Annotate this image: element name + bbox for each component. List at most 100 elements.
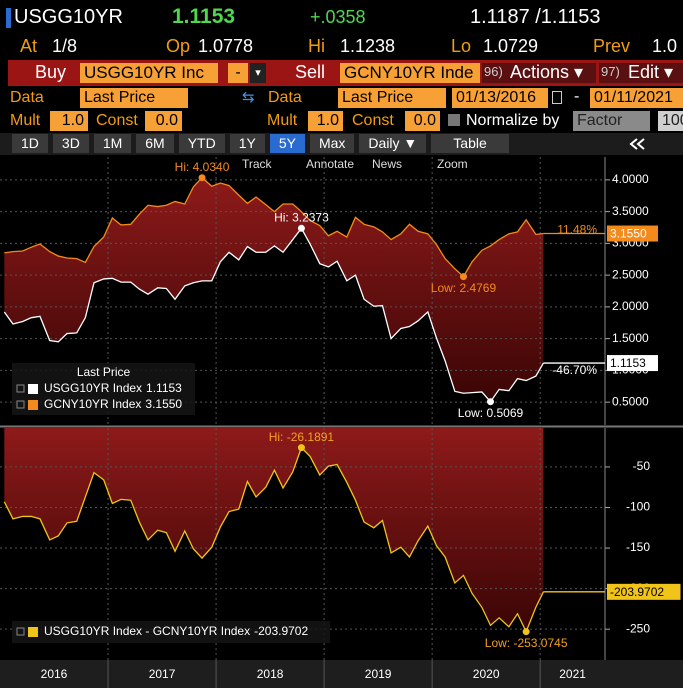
collapse-icon[interactable] (628, 137, 648, 151)
quote-label: Op (166, 36, 191, 56)
minus-button[interactable]: - (228, 63, 248, 83)
date-dash: - (574, 88, 580, 105)
tab[interactable]: Max (309, 134, 355, 153)
start-date[interactable]: 01/13/2016 (452, 88, 548, 108)
change-label: -46.70% (552, 363, 597, 377)
quote-value: 1.0 (652, 36, 678, 56)
security-marker (6, 8, 11, 28)
last-value-label: -203.9702 (610, 585, 664, 599)
legend-entry: USGG10YR Index 1.1153 (44, 381, 182, 395)
legend-name: GCNY10YR Index (44, 397, 141, 411)
buy-button[interactable]: Buy (35, 62, 67, 82)
dropdown-arrow[interactable]: ▾ (250, 63, 266, 83)
actions-number: 96) (484, 64, 503, 79)
legend-box (12, 621, 330, 643)
chart-tool[interactable]: Zoom (437, 157, 468, 171)
legend-name: USGG10YR Index - GCNY10YR Index (44, 624, 250, 638)
tab[interactable]: YTD (178, 134, 225, 153)
x-axis-band (0, 660, 683, 688)
net-change: +.0358 (310, 7, 366, 27)
tab[interactable]: 1D (12, 134, 48, 153)
field-selector[interactable]: Last Price (80, 88, 188, 108)
end-date[interactable]: 01/11/2021 (590, 88, 683, 108)
data-label: Data (10, 89, 44, 106)
calendar-icon[interactable] (552, 91, 562, 104)
field-selector[interactable]: Last Price (338, 88, 446, 108)
quote-value: 1.1238 (340, 36, 396, 56)
extreme-marker (297, 444, 305, 452)
quote-value: 1.0778 (198, 36, 254, 56)
const-field[interactable]: 0.0 (145, 111, 182, 131)
last-value-box (607, 225, 658, 242)
chart-tool[interactable]: News (372, 157, 402, 171)
last-price: 1.1153 (172, 5, 236, 28)
quote-value: 1.0729 (483, 36, 539, 56)
last-value-box (607, 355, 658, 372)
x-tick-label: 2017 (149, 667, 176, 681)
legend-expander (16, 627, 25, 636)
y-tick-label: 0.5000 (612, 394, 649, 408)
y-tick-label: 4.0000 (612, 172, 649, 186)
quote-label: At (20, 36, 38, 56)
mult-field[interactable]: 1.0 (50, 111, 88, 131)
data-label: Data (268, 89, 302, 106)
legend-swatch (28, 400, 38, 410)
tab-group: 1D 3D 1M 6M YTD 1Y 5Y Max Daily ▼ Table (12, 134, 514, 153)
spread-fill (4, 177, 544, 402)
last-value-label: 3.1550 (610, 227, 647, 241)
mult-label: Mult (267, 112, 298, 129)
y-tick-label: -250 (626, 621, 650, 635)
factor-value[interactable]: 100 (658, 111, 683, 131)
edit-button-bg[interactable] (599, 63, 683, 83)
actions-button[interactable]: Actions ▾ (510, 62, 584, 82)
tab[interactable]: Daily ▼ (359, 134, 427, 153)
last-value-box (607, 583, 681, 600)
y-tick-label: -150 (626, 540, 650, 554)
extreme-label: Low: 2.4769 (431, 281, 497, 295)
sell-button[interactable]: Sell (295, 62, 326, 82)
buy-security-field[interactable]: USGG10YR Inc (80, 63, 218, 83)
const-label: Const (352, 112, 394, 129)
tab[interactable]: 1Y (229, 134, 265, 153)
legend-swatch (28, 384, 38, 394)
y-tick-label: 2.5000 (612, 267, 649, 281)
factor-field[interactable]: Factor (573, 111, 650, 131)
edit-number: 97) (601, 64, 620, 79)
tab[interactable]: 3D (52, 134, 89, 153)
quote-value: 1/8 (52, 36, 78, 56)
legend-value: 1.1153 (146, 381, 182, 395)
chart-toolbar: Track Annotate News Zoom (242, 157, 468, 171)
y-tick-label: -100 (626, 500, 650, 514)
actions-button-bg[interactable] (482, 63, 596, 83)
y-tick-label: 3.5000 (612, 204, 649, 218)
mult-field[interactable]: 1.0 (308, 111, 343, 131)
extreme-marker (198, 174, 206, 182)
quote-label: Lo (451, 36, 472, 56)
series-line (3, 227, 544, 403)
sell-security-field[interactable]: GCNY10YR Inde (340, 63, 480, 83)
const-field[interactable]: 0.0 (405, 111, 440, 131)
legend-value: -203.9702 (254, 624, 308, 638)
tab[interactable]: Table (431, 134, 509, 153)
tab[interactable]: 1M (93, 134, 132, 153)
y-tick-label: -50 (633, 459, 651, 473)
tab[interactable]: 5Y (269, 134, 305, 153)
chart-tool[interactable]: Annotate (306, 157, 354, 171)
tab[interactable]: 6M (136, 134, 174, 153)
legend-expander (16, 384, 25, 393)
legend-expander (16, 400, 25, 409)
edit-button[interactable]: Edit ▾ (628, 62, 674, 82)
chart-tool[interactable]: Track (242, 157, 273, 171)
swap-icon[interactable]: ⇆ (242, 89, 255, 106)
normalize-checkbox[interactable] (448, 114, 460, 126)
spread-fill (4, 428, 544, 632)
y-tick-label: 2.0000 (612, 299, 649, 313)
legend-title: Last Price (77, 365, 131, 379)
panel: 0.50001.00001.50002.00002.50003.00003.50… (0, 157, 658, 425)
extreme-marker (522, 628, 530, 636)
const-label: Const (96, 112, 138, 129)
quote-label: Hi (308, 36, 325, 56)
extreme-marker (297, 224, 305, 232)
